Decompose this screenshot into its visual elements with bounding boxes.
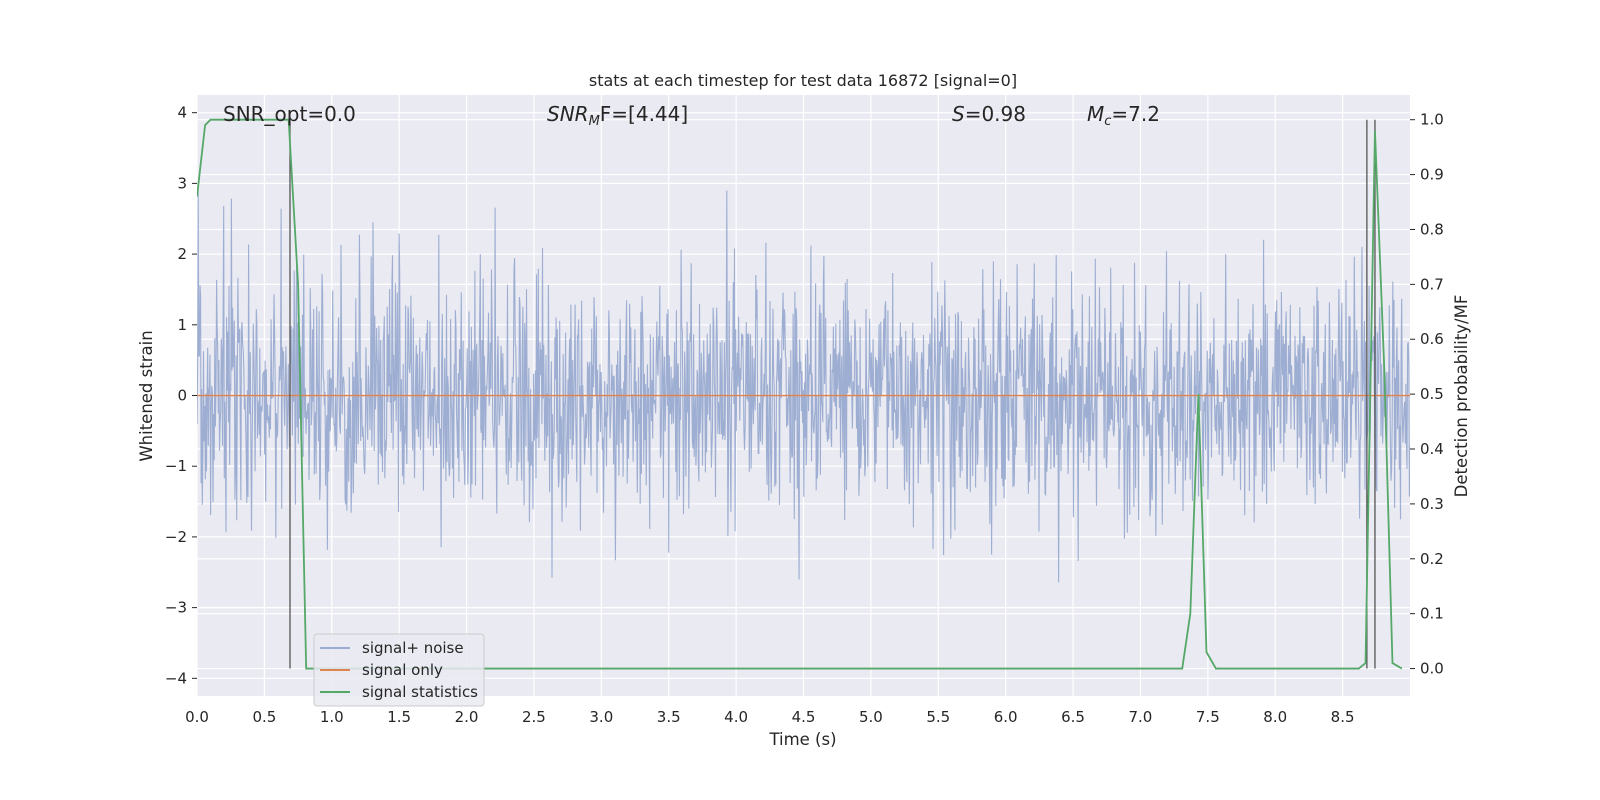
x-tick-label: 2.0 [455,708,479,726]
y-right-tick-label: 0.1 [1420,605,1444,623]
x-tick-label: 0.0 [185,708,209,726]
series-signal-noise [197,189,1410,583]
y-tick-label: −3 [165,599,187,617]
signal-statistics-line [197,118,1403,670]
y-axis-ticks: −4 −3 −2 −1 0 1 2 3 4 [165,104,197,687]
y-tick-label: −1 [165,457,187,475]
annotation-snr-mf: SNRMF=[4.44] [547,102,688,129]
s-rest: =0.98 [965,102,1026,126]
y-tick-label: 2 [177,245,187,263]
mc-var: M [1087,102,1104,126]
y-right-tick-label: 0.2 [1420,550,1444,568]
legend: signal+ noise signal only signal statist… [313,633,485,707]
y-axis-label: Whitened strain [137,330,156,461]
x-tick-label: 8.5 [1331,708,1355,726]
x-tick-label: 1.0 [320,708,344,726]
y-tick-label: 0 [177,387,187,405]
y-right-tick-label: 0.5 [1420,385,1444,403]
x-tick-label: 7.0 [1129,708,1153,726]
y-right-tick-label: 0.3 [1420,495,1444,513]
x-tick-label: 8.0 [1263,708,1287,726]
x-axis-label: Time (s) [768,730,836,749]
x-tick-label: 6.0 [994,708,1018,726]
y-right-tick-label: 0.0 [1420,660,1444,678]
y-tick-label: 4 [177,104,187,122]
y-right-axis-label: Detection probability/MF [1452,295,1471,498]
x-tick-label: 5.0 [859,708,883,726]
mc-sub: c [1104,114,1111,129]
x-tick-label: 3.0 [589,708,613,726]
y-right-axis-ticks: 0.0 0.1 0.2 0.3 0.4 0.5 0.6 0.7 0.8 0.9 1.0 [1410,111,1444,678]
annotation-snr-opt: SNR_opt=0.0 [223,102,356,126]
x-tick-label: 1.5 [387,708,411,726]
x-tick-label: 2.5 [522,708,546,726]
y-right-tick-label: 0.6 [1420,330,1444,348]
signal-noise-line [197,189,1410,583]
mc-rest: =7.2 [1111,102,1160,126]
x-tick-label: 4.5 [792,708,816,726]
y-right-tick-label: 0.8 [1420,220,1444,238]
chart-title: stats at each timestep for test data 168… [589,71,1017,90]
y-tick-label: 3 [177,174,187,192]
legend-box [313,633,485,707]
annotation-s: S=0.98 [952,102,1026,126]
snr-mf-rest: F=[4.44] [600,102,688,126]
snr-mf-base: SNR [547,102,589,126]
y-right-tick-label: 0.7 [1420,275,1444,293]
x-tick-label: 7.5 [1196,708,1220,726]
annotation-mc: Mc=7.2 [1087,102,1160,129]
y-tick-label: 1 [177,316,187,334]
snr-mf-sub: M [589,114,600,129]
s-var: S [952,102,965,126]
y-right-tick-label: 0.9 [1420,166,1444,184]
y-right-tick-label: 0.4 [1420,440,1444,458]
x-axis-ticks: 0.0 0.5 1.0 1.5 2.0 2.5 3.0 3.5 4.0 4.5 5.0 5.5 6.0 6… [185,708,1354,726]
x-tick-label: 0.5 [252,708,276,726]
legend-label-signal-noise: signal+ noise [362,639,464,657]
y-tick-label: −4 [165,669,187,687]
legend-label-signal-statistics: signal statistics [362,683,478,701]
x-tick-label: 6.5 [1061,708,1085,726]
x-tick-label: 3.5 [657,708,681,726]
legend-label-signal-only: signal only [362,661,443,679]
y-right-tick-label: 1.0 [1420,111,1444,129]
x-tick-label: 5.5 [926,708,950,726]
x-tick-label: 4.0 [724,708,748,726]
y-tick-label: −2 [165,528,187,546]
series-signal-statistics [197,118,1403,670]
